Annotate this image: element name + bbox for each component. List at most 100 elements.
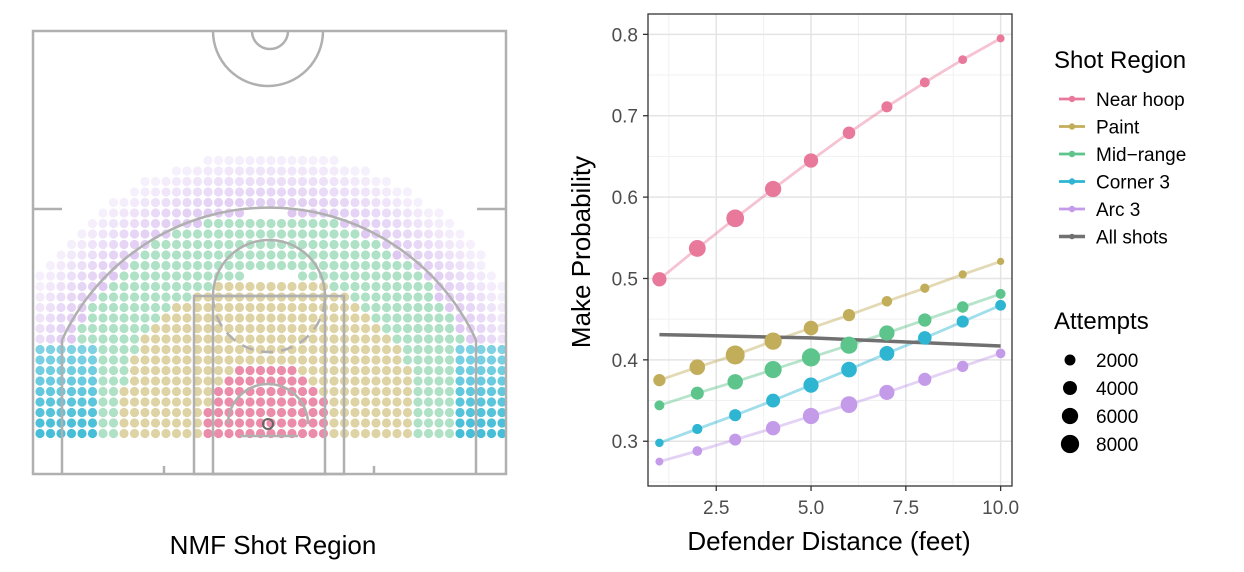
data-point [729,433,742,446]
shot-dot [329,355,339,365]
shot-dot [119,218,129,229]
shot-dot [339,176,350,187]
shot-dot [66,365,77,376]
shot-dot [497,344,507,355]
shot-dot [360,218,371,229]
data-point [689,359,706,375]
shot-dot [423,428,434,439]
shot-dot [108,281,119,292]
shot-dot [423,365,434,376]
shot-dot [182,166,192,176]
shot-dot [297,176,308,187]
shot-dot [150,428,161,439]
shot-dot [413,344,423,355]
shot-dot [45,271,56,281]
shot-dot [413,418,423,428]
shot-dot [402,208,413,218]
shot-dot [87,239,98,250]
shot-dot [329,260,339,271]
shot-dot [234,229,245,239]
shot-dot [329,155,339,166]
shot-dot [108,302,119,313]
shot-dot [255,166,266,176]
x-tick-label: 5.0 [798,498,824,519]
shot-dot [465,260,476,271]
x-axis-label: Defender Distance (feet) [687,526,970,556]
shot-dot [150,334,161,344]
shot-dot [434,313,444,323]
shot-dot [444,229,455,239]
shot-dot [444,281,455,292]
shot-dot [318,365,329,376]
shot-dot [140,176,150,187]
size-legend-point [1063,381,1077,395]
shot-dot [486,313,497,323]
shot-dot [465,407,476,418]
y-tick-label: 0.4 [612,351,639,372]
shot-dot [266,313,276,323]
shot-dot [402,187,413,197]
shot-dot [203,376,213,386]
shot-dot [224,365,234,376]
shot-dot [98,365,108,376]
shot-dot [77,271,87,281]
data-point [725,345,745,365]
shot-dot [87,323,98,334]
shot-dot [497,397,507,407]
shot-dot [108,365,119,376]
shot-dot [182,365,192,376]
shot-dot [224,428,234,439]
shot-dot [150,260,161,271]
shot-dot [234,281,245,292]
shot-dot [140,302,150,313]
shot-dot [108,197,119,208]
shot-dot [161,334,171,344]
shot-dot [35,355,45,365]
shot-dot [434,302,444,313]
shot-dot [234,250,245,260]
shot-dot [234,365,245,376]
shot-dot [266,386,276,397]
shot-dot [255,334,266,344]
shot-dot [66,292,77,302]
shot-dot [203,365,213,376]
shot-dot [308,376,318,386]
shot-dot [245,229,255,239]
shot-dot [182,313,192,323]
shot-dot [371,418,381,428]
shot-dot [98,386,108,397]
shot-dot [140,187,150,197]
shot-dot [308,176,318,187]
shot-dot [35,365,45,376]
shot-dot [486,386,497,397]
shot-dot [287,176,297,187]
shot-dot [287,187,297,197]
shot-dot [276,166,287,176]
shot-dot [245,187,255,197]
shot-dot [276,260,287,271]
shot-dot [339,187,350,197]
shot-dot [140,418,150,428]
shot-dot [129,281,140,292]
shot-dot [56,323,66,334]
shot-dot [350,386,360,397]
shot-dot [171,250,182,260]
shot-dot [108,218,119,229]
x-tick-label: 10.0 [982,498,1019,519]
shot-dot [497,407,507,418]
shot-dot [245,407,255,418]
data-point [729,409,742,422]
shot-dot [392,355,402,365]
shot-dot [45,428,56,439]
shot-dot [297,229,308,239]
shot-dot [224,323,234,334]
shot-dot [350,292,360,302]
data-point [764,361,782,379]
shot-dot [465,281,476,292]
shot-dot [203,334,213,344]
shot-dot [371,355,381,365]
shot-dot [129,407,140,418]
shot-dot [434,407,444,418]
data-point [879,345,895,361]
legend-label: All shots [1096,228,1168,249]
